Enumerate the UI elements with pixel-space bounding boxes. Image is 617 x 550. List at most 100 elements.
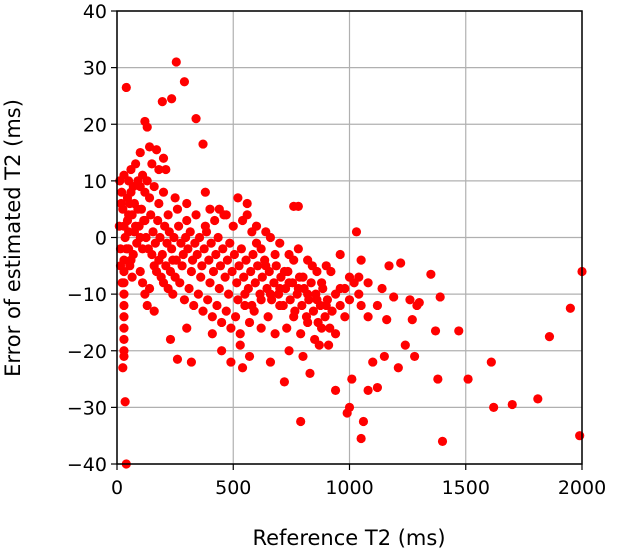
data-point — [247, 227, 257, 237]
data-point — [270, 249, 280, 260]
data-point — [303, 289, 313, 299]
data-point — [137, 244, 148, 254]
data-point — [289, 312, 299, 322]
data-point — [239, 272, 249, 282]
data-point — [221, 306, 231, 316]
data-point — [321, 300, 331, 311]
data-point — [182, 323, 192, 333]
x-axis-label: Reference T2 (ms) — [252, 526, 445, 550]
data-point — [426, 269, 436, 279]
data-point — [142, 300, 152, 311]
data-point — [200, 221, 210, 231]
data-point — [161, 164, 171, 175]
data-point — [356, 300, 366, 311]
data-point — [149, 306, 159, 316]
data-point — [244, 351, 255, 362]
data-point — [121, 82, 131, 93]
data-point — [118, 363, 128, 373]
data-point — [344, 272, 355, 282]
y-axis-ticks: −40 −30 −20 −10 0 10 20 30 40 — [67, 1, 117, 476]
data-point — [120, 397, 130, 407]
data-point — [228, 221, 238, 231]
data-point — [205, 204, 215, 214]
data-point — [344, 295, 355, 305]
data-point — [463, 374, 473, 384]
data-point — [565, 303, 575, 313]
y-tick-label: 10 — [83, 171, 107, 193]
data-point — [437, 436, 448, 446]
data-point — [400, 340, 410, 350]
data-point — [208, 266, 219, 277]
data-point — [197, 261, 207, 271]
data-point — [131, 221, 141, 231]
data-point — [119, 300, 129, 311]
data-point — [213, 232, 223, 243]
data-point — [275, 283, 285, 294]
data-point — [142, 122, 152, 132]
data-point — [379, 351, 389, 362]
data-point — [236, 244, 246, 254]
data-point — [433, 374, 443, 384]
data-point — [377, 283, 387, 294]
data-point — [172, 354, 183, 364]
data-point — [234, 261, 244, 271]
data-point — [168, 255, 178, 265]
x-tick-label: 0 — [111, 477, 123, 499]
data-point — [127, 272, 137, 282]
data-point — [382, 315, 392, 325]
data-point — [389, 292, 399, 302]
data-point — [327, 306, 337, 316]
data-point — [155, 232, 165, 243]
data-point — [142, 176, 152, 186]
data-point — [489, 402, 499, 412]
data-point — [279, 377, 289, 387]
data-point — [314, 340, 324, 350]
data-point — [151, 145, 162, 155]
data-point — [215, 261, 226, 271]
data-point — [265, 357, 276, 367]
data-point — [275, 300, 285, 311]
data-point — [410, 351, 420, 362]
data-point — [169, 232, 179, 243]
x-tick-label: 1000 — [325, 477, 373, 499]
data-point — [182, 198, 192, 209]
data-point — [175, 278, 185, 288]
data-point — [298, 272, 308, 282]
data-point — [229, 249, 240, 260]
data-point — [575, 431, 585, 441]
data-point — [242, 210, 252, 220]
data-point — [148, 227, 158, 237]
data-point — [240, 300, 250, 311]
data-point — [135, 147, 145, 158]
data-point — [128, 249, 138, 260]
data-point — [269, 278, 279, 288]
data-point — [117, 187, 127, 197]
y-axis-label: Error of estimated T2 (ms) — [1, 99, 25, 377]
data-point — [351, 227, 362, 237]
data-point — [149, 181, 159, 192]
data-point — [363, 385, 373, 395]
data-point — [126, 164, 136, 175]
data-point — [196, 272, 206, 282]
data-point — [306, 278, 316, 288]
data-point — [257, 272, 267, 282]
data-point — [384, 261, 394, 271]
data-point — [265, 289, 276, 299]
x-tick-label: 2000 — [558, 477, 606, 499]
data-point — [154, 255, 164, 265]
data-point — [335, 249, 345, 260]
data-point — [170, 193, 180, 203]
data-point — [200, 187, 210, 197]
data-point — [335, 300, 345, 311]
data-point — [158, 187, 169, 197]
data-point — [544, 331, 555, 342]
data-point — [144, 283, 155, 294]
data-point — [203, 295, 213, 305]
data-point — [312, 295, 322, 305]
data-point — [217, 317, 227, 328]
data-point — [226, 357, 236, 367]
data-point — [140, 215, 150, 226]
data-points — [114, 57, 587, 469]
data-point — [179, 77, 190, 87]
y-tick-label: 20 — [83, 114, 107, 136]
